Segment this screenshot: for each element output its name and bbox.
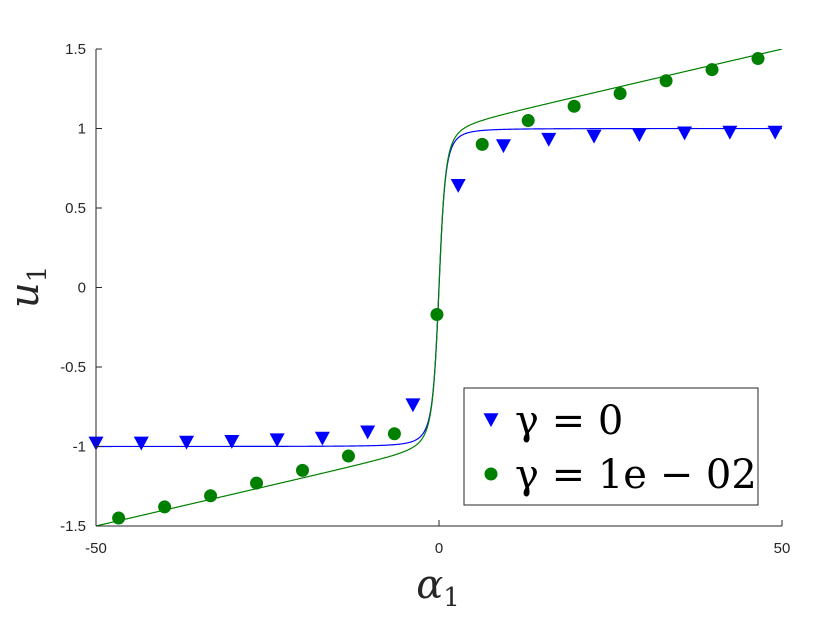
x-tick-label: 0 [435,540,443,557]
series-1-point-6 [314,431,330,446]
y-tick-label: -0.5 [60,359,86,376]
y-tick-label: 1 [78,121,86,138]
series-1-point-9 [450,178,466,193]
series-1-point-10 [495,139,511,154]
series-2-point-4 [250,476,264,490]
series-1-point-11 [541,132,557,147]
series-1-point-3 [179,435,195,450]
x-axis-label: α1 [416,562,460,613]
series-1-point-5 [269,433,285,448]
x-axis-label-main: α [416,562,443,608]
legend-marker-1 [483,413,499,428]
series-1-point-7 [360,425,376,440]
series-1-point-15 [722,125,738,140]
series-2-point-9 [475,137,489,151]
x-tick-label: 50 [774,540,791,557]
series-1-point-12 [586,129,602,144]
y-axis-label-sub: 1 [23,266,53,283]
y-axis-label-main: u [2,282,48,308]
series-1-point-2 [133,436,149,451]
y-tick-label: -1.5 [60,518,86,535]
series-2-point-3 [204,489,218,503]
series-2-point-5 [295,463,309,477]
y-tick-label: 0 [78,280,86,297]
series-1-point-16 [767,125,783,140]
series-2-point-15 [751,52,765,66]
y-axis-label: u1 [2,266,53,308]
series-2-point-2 [158,500,172,514]
series-1-point-8 [405,398,421,413]
series-1-point-14 [677,126,693,141]
series-2-point-14 [705,63,719,77]
series-2-point-13 [659,74,673,88]
series-2-point-11 [567,99,581,113]
y-tick-label: 0.5 [65,200,86,217]
legend-label-2: γ = 1e − 02 [515,452,757,498]
series-2-point-1 [112,511,126,525]
series-1-point-13 [631,128,647,142]
series-2-point-6 [341,449,355,463]
series-2-point-8 [430,308,444,322]
x-axis-label-sub: 1 [443,583,460,613]
series-2-point-12 [613,87,627,101]
legend-marker-2 [484,467,498,481]
y-tick-label: -1 [73,439,86,456]
x-tick-label: -50 [85,540,107,557]
y-tick-label: 1.5 [65,41,86,58]
legend-label-1: γ = 0 [515,398,623,444]
legend-box [463,387,759,506]
series-2-point-10 [521,114,535,128]
series-1-point-4 [224,434,240,449]
series-2-point-7 [387,427,401,441]
